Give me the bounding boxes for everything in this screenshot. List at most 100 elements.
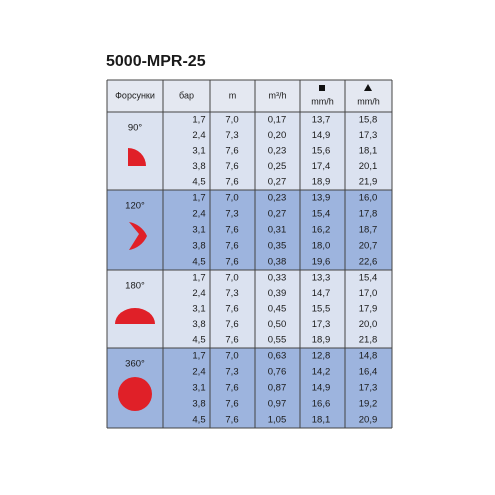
table-cell: 15,6 [312,146,331,157]
table-cell: 7,3 [225,288,238,299]
table-cell: 0,20 [268,130,287,141]
triangle-icon [364,84,372,91]
table-cell: 14,8 [359,351,378,362]
table-cell: 0,31 [268,225,287,236]
nozzle-icon [129,222,147,250]
table-cell: 3,8 [192,161,205,172]
table-cell: 16,2 [312,225,331,236]
table-cell: 0,23 [268,193,287,204]
table-cell: 20,7 [359,241,378,252]
table-cell: 0,76 [268,367,287,378]
table-cell: 20,9 [359,415,378,426]
table-cell: 15,5 [312,304,331,315]
table-cell: 7,6 [225,177,238,188]
table-cell: 15,4 [312,209,331,220]
table-cell: 12,8 [312,351,331,362]
table-cell: 7,6 [225,161,238,172]
square-icon [319,85,325,91]
nozzle-label: 360° [125,359,145,370]
table-cell: 3,8 [192,241,205,252]
table-cell: 13,3 [312,272,331,283]
nozzle-label: 120° [125,201,145,212]
table-cell: 14,7 [312,288,331,299]
nozzle-icon [115,308,155,324]
table-cell: 16,6 [312,399,331,410]
title: 5000-MPR-25 [106,53,206,70]
table-cell: 15,4 [359,272,378,283]
table-cell: 17,8 [359,209,378,220]
table-cell: 14,2 [312,367,331,378]
table-cell: 2,4 [192,367,205,378]
table-cell: 3,1 [192,146,205,157]
table-cell: 20,1 [359,161,378,172]
table-cell: 17,9 [359,304,378,315]
table-cell: 7,0 [225,193,238,204]
table-cell: 17,3 [312,319,331,330]
table-cell: 17,3 [359,383,378,394]
table-cell: 1,7 [192,272,205,283]
table-cell: 16,0 [359,193,378,204]
table-cell: 0,39 [268,288,287,299]
table-cell: 0,25 [268,161,287,172]
table-cell: 4,5 [192,415,205,426]
nozzle-label: 180° [125,281,145,292]
table-cell: 7,0 [225,272,238,283]
table-cell: 7,6 [225,399,238,410]
table-cell: 21,8 [359,335,378,346]
table-cell: 16,4 [359,367,378,378]
table-cell: 3,1 [192,383,205,394]
table-cell: 7,6 [225,241,238,252]
table-cell: 1,7 [192,114,205,125]
table-cell: 18,9 [312,177,331,188]
table-cell: 17,4 [312,161,331,172]
group-bg [107,190,392,270]
table-cell: 18,7 [359,225,378,236]
table-cell: 13,9 [312,193,331,204]
table-cell: 0,17 [268,114,287,125]
table-cell: 7,6 [225,319,238,330]
table-cell: 0,35 [268,241,287,252]
table-cell: 7,6 [225,415,238,426]
table-cell: 17,0 [359,288,378,299]
table-cell: 2,4 [192,209,205,220]
table-cell: 0,50 [268,319,287,330]
table-cell: 0,45 [268,304,287,315]
nozzle-icon [118,377,152,411]
table-cell: 7,6 [225,304,238,315]
table-cell: 13,7 [312,114,331,125]
table-cell: 7,6 [225,146,238,157]
table-cell: 18,1 [312,415,331,426]
table-cell: 4,5 [192,257,205,268]
table-cell: 4,5 [192,177,205,188]
table-cell: 0,27 [268,209,287,220]
group-bg [107,112,392,190]
table-cell: 14,9 [312,383,331,394]
table-cell: 0,38 [268,257,287,268]
table-cell: 0,33 [268,272,287,283]
table-cell: 1,05 [268,415,287,426]
table-cell: 19,2 [359,399,378,410]
table-cell: 3,8 [192,319,205,330]
table-cell: 7,6 [225,335,238,346]
table-cell: 18,1 [359,146,378,157]
table-cell: 18,0 [312,241,331,252]
table-cell: 7,0 [225,114,238,125]
table-cell: 20,0 [359,319,378,330]
header-cell: бар [179,90,194,100]
table-cell: 3,1 [192,304,205,315]
table-cell: 14,9 [312,130,331,141]
table-cell: 1,7 [192,193,205,204]
table-cell: 3,1 [192,225,205,236]
table-cell: 7,3 [225,130,238,141]
table-cell: 0,87 [268,383,287,394]
table-cell: 0,63 [268,351,287,362]
table-cell: 7,6 [225,225,238,236]
table-cell: 7,0 [225,351,238,362]
header-cell: m³/h [269,90,287,100]
header-cell: Форсунки [115,90,155,100]
table-cell: 0,55 [268,335,287,346]
table-cell: 21,9 [359,177,378,188]
table-cell: 22,6 [359,257,378,268]
nozzle-label: 90° [128,123,143,134]
